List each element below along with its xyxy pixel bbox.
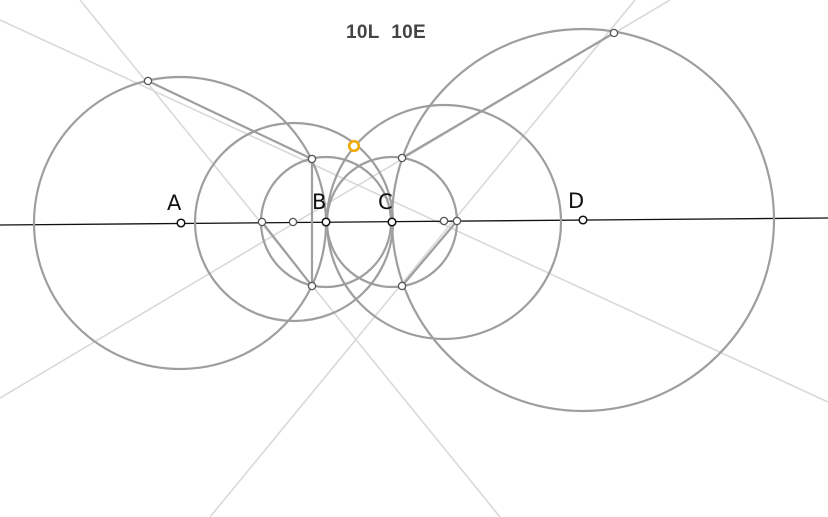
point-lower-c[interactable] [397,281,407,291]
segment-top-left [147,80,313,160]
point-top-left[interactable] [143,76,153,86]
point-baseline-3[interactable] [439,216,449,226]
score-readout: 10L 10E [0,22,772,44]
label-d: D [568,189,584,213]
segment-bottom-left-1 [261,221,313,287]
baseline [0,217,828,226]
point-a[interactable] [176,218,186,228]
segment-bottom-right [401,220,458,287]
label-c: C [378,190,393,214]
point-baseline-4[interactable] [452,216,462,226]
point-upper-b[interactable] [307,154,317,164]
point-b[interactable] [321,217,331,227]
point-c[interactable] [387,217,397,227]
point-top-right[interactable] [609,28,619,38]
elements-count: 10E [391,22,426,43]
named-points[interactable] [176,215,588,228]
label-a: A [167,191,182,215]
point-upper-c[interactable] [397,153,407,163]
intersection-points[interactable] [143,28,619,291]
target-point[interactable] [347,139,361,153]
label-b: B [312,190,326,214]
segment-top-right [401,32,615,159]
point-baseline-1[interactable] [257,217,267,227]
ray-3 [209,0,636,517]
point-baseline-2[interactable] [288,217,298,227]
segments [147,32,615,287]
point-d[interactable] [578,215,588,225]
lines-count: 10L [346,22,380,43]
ray-2 [0,19,828,403]
point-lower-b[interactable] [307,281,317,291]
